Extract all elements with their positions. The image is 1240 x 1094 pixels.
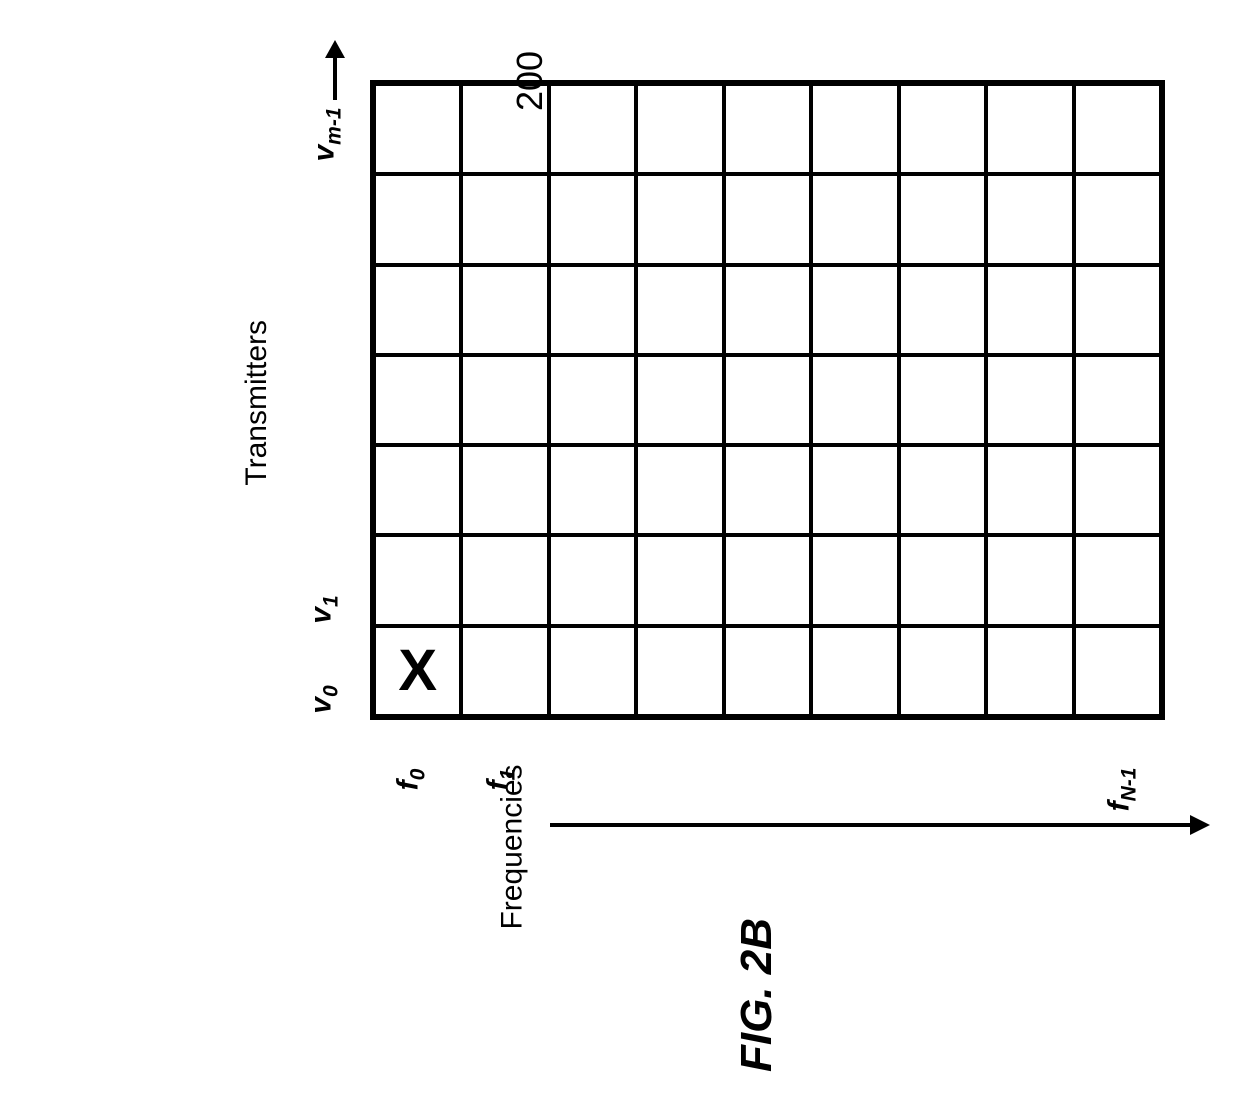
grid-cell [636, 355, 723, 445]
y-axis-title: Transmitters [240, 320, 274, 486]
x-label-sub: 0 [406, 769, 429, 781]
y-label-base: v [308, 145, 341, 162]
grid-cell [1074, 174, 1161, 264]
grid-cell [811, 355, 898, 445]
y-label-v0: v0 [305, 685, 344, 713]
grid-cell [986, 535, 1073, 625]
grid-cell [724, 535, 811, 625]
grid-cell [1074, 445, 1161, 535]
grid-cell [986, 355, 1073, 445]
grid-cell [636, 174, 723, 264]
grid-cell-marker: X [374, 626, 461, 716]
grid-cell [811, 626, 898, 716]
x-label-sub: N-1 [1117, 768, 1140, 802]
grid-cell [374, 84, 461, 174]
grid-cell [724, 84, 811, 174]
grid-cell [986, 84, 1073, 174]
grid-cell [724, 355, 811, 445]
grid-cell [986, 445, 1073, 535]
grid-cell [374, 445, 461, 535]
y-label-vm1: vm-1 [308, 107, 347, 161]
y-label-base: v [305, 697, 338, 714]
grid-cell [899, 84, 986, 174]
grid-container: X [370, 80, 1165, 720]
grid-cell [811, 174, 898, 264]
grid-cell [1074, 265, 1161, 355]
grid-cell [986, 174, 1073, 264]
grid-cell [636, 535, 723, 625]
y-label-v1: v1 [305, 595, 344, 623]
grid-cell [461, 626, 548, 716]
grid-cell [1074, 535, 1161, 625]
figure-caption: FIG. 2B [732, 918, 782, 1072]
grid-cell [899, 174, 986, 264]
grid-cell [899, 445, 986, 535]
grid-cell [1074, 626, 1161, 716]
grid-cell [549, 355, 636, 445]
grid-cell [1074, 355, 1161, 445]
grid-cell [724, 174, 811, 264]
grid-cell [811, 265, 898, 355]
grid-cell [724, 445, 811, 535]
grid-cell [899, 355, 986, 445]
grid-cell [899, 626, 986, 716]
grid-cell [724, 265, 811, 355]
grid-cell [636, 84, 723, 174]
grid-cell [549, 535, 636, 625]
grid-cell [549, 265, 636, 355]
grid-cell [461, 265, 548, 355]
grid-cell [724, 626, 811, 716]
grid-cell [899, 265, 986, 355]
grid-cell [461, 535, 548, 625]
grid-cell [461, 174, 548, 264]
grid-cell [461, 445, 548, 535]
y-axis-arrow-icon [320, 40, 350, 100]
grid-cell [374, 265, 461, 355]
x-axis-title: Frequencies [496, 764, 530, 929]
grid-cell [461, 355, 548, 445]
grid-cell [811, 445, 898, 535]
grid: X [370, 80, 1165, 720]
grid-cell [374, 535, 461, 625]
x-axis-arrow-icon [550, 810, 1210, 840]
y-label-sub: m-1 [323, 107, 346, 144]
grid-cell [899, 535, 986, 625]
grid-cell [636, 626, 723, 716]
grid-cell [1074, 84, 1161, 174]
grid-cell [549, 174, 636, 264]
grid-cell [549, 445, 636, 535]
grid-cell [374, 174, 461, 264]
grid-cell [374, 355, 461, 445]
x-label-f0: f0 [391, 769, 430, 791]
x-mark: X [398, 642, 437, 700]
y-label-base: v [305, 607, 338, 624]
y-label-sub: 0 [320, 685, 343, 697]
x-label-fn1: fN-1 [1102, 768, 1141, 812]
grid-cell [811, 535, 898, 625]
y-label-sub: 1 [320, 595, 343, 607]
grid-cell [461, 84, 548, 174]
x-label-base: f [391, 780, 424, 790]
grid-cell [986, 265, 1073, 355]
grid-cell [811, 84, 898, 174]
grid-cell [986, 626, 1073, 716]
grid-cell [636, 445, 723, 535]
grid-cell [636, 265, 723, 355]
grid-cell [549, 626, 636, 716]
grid-cell [549, 84, 636, 174]
